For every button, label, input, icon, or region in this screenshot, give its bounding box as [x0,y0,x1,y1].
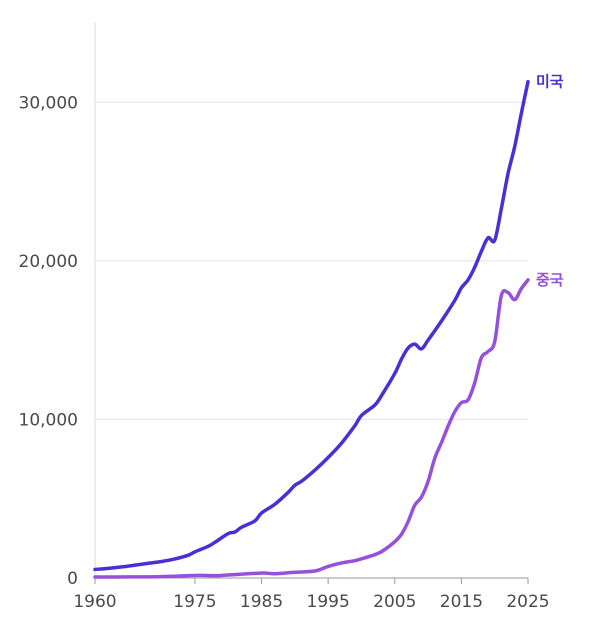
series-line-0 [93,79,530,572]
y-tick-label: 10,000 [19,410,78,430]
x-tick-label: 1960 [73,592,116,612]
y-tick-label: 30,000 [19,93,78,113]
x-tick-label: 1995 [307,592,350,612]
x-tick-label: 2015 [440,592,483,612]
x-axis-labels: 1960 1975 1985 1995 2005 2015 2025 [73,592,549,612]
x-tick-label: 2005 [373,592,416,612]
x-tick-label: 1975 [173,592,216,612]
y-tick-label: 20,000 [19,252,78,272]
y-tick-label: 0 [67,569,78,589]
series-lines [93,79,530,579]
x-tick-label: 1985 [240,592,283,612]
series-label-0: 미국 [536,73,564,91]
series-label-1: 중국 [536,271,564,289]
y-axis-labels: 0 10,000 20,000 30,000 [19,93,78,589]
grid-lines [95,101,528,579]
x-axis-ticks [94,578,529,584]
series-line-1 [93,278,530,579]
x-tick-label: 2025 [506,592,549,612]
